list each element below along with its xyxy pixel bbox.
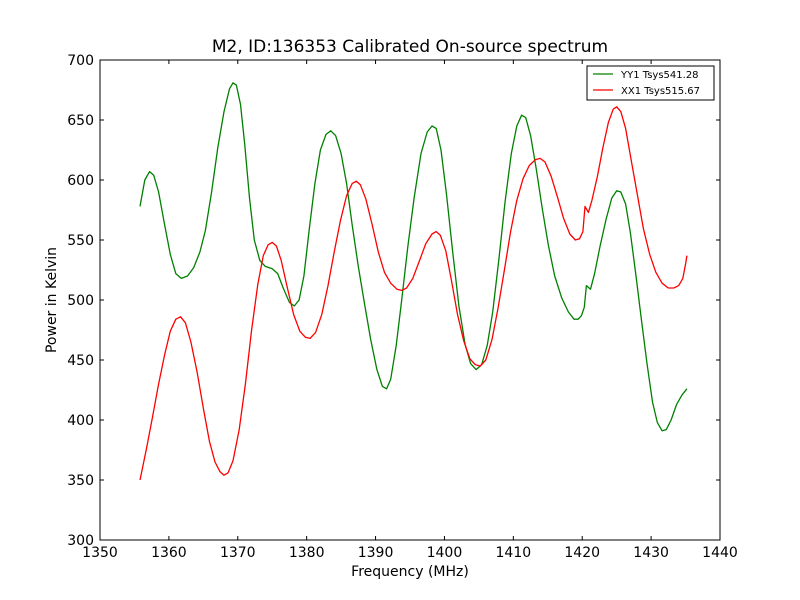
x-tick-label: 1380 xyxy=(289,545,325,561)
y-tick-label: 450 xyxy=(67,353,94,369)
x-axis-label: Frequency (MHz) xyxy=(351,564,469,580)
y-tick-label: 500 xyxy=(67,293,94,309)
x-tick-label: 1420 xyxy=(564,545,600,561)
x-tick-label: 1410 xyxy=(496,545,532,561)
x-tick-label: 1370 xyxy=(220,545,256,561)
chart-title: M2, ID:136353 Calibrated On-source spect… xyxy=(212,37,608,57)
legend-label-2: XX1 Tsys515.67 xyxy=(621,86,700,97)
y-tick-label: 400 xyxy=(67,413,94,429)
y-tick-label: 350 xyxy=(67,473,94,489)
x-tick-label: 1400 xyxy=(427,545,463,561)
x-tick-label: 1430 xyxy=(633,545,669,561)
series-line-1 xyxy=(139,82,688,432)
y-tick-label: 650 xyxy=(67,113,94,129)
plot-area: 1350 1360 1370 1380 1390 1400 1410 1420 1430 1440… xyxy=(67,53,738,561)
x-tick-label: 1360 xyxy=(151,545,187,561)
y-tick-label: 700 xyxy=(67,53,94,69)
y-axis-label: Power in Kelvin xyxy=(44,247,60,353)
legend-box xyxy=(586,65,715,101)
chart-legend: YY1 Tsys541.28 XX1 Tsys515.67 xyxy=(586,65,715,101)
x-tick-label: 1350 xyxy=(82,545,118,561)
series-line-2 xyxy=(139,106,688,481)
y-tick-label: 550 xyxy=(67,233,94,249)
legend-label-1: YY1 Tsys541.28 xyxy=(620,70,699,81)
x-tick-label: 1440 xyxy=(702,545,738,561)
y-tick-label: 600 xyxy=(67,173,94,189)
x-tick-label: 1390 xyxy=(358,545,394,561)
y-tick-label: 300 xyxy=(67,533,94,549)
